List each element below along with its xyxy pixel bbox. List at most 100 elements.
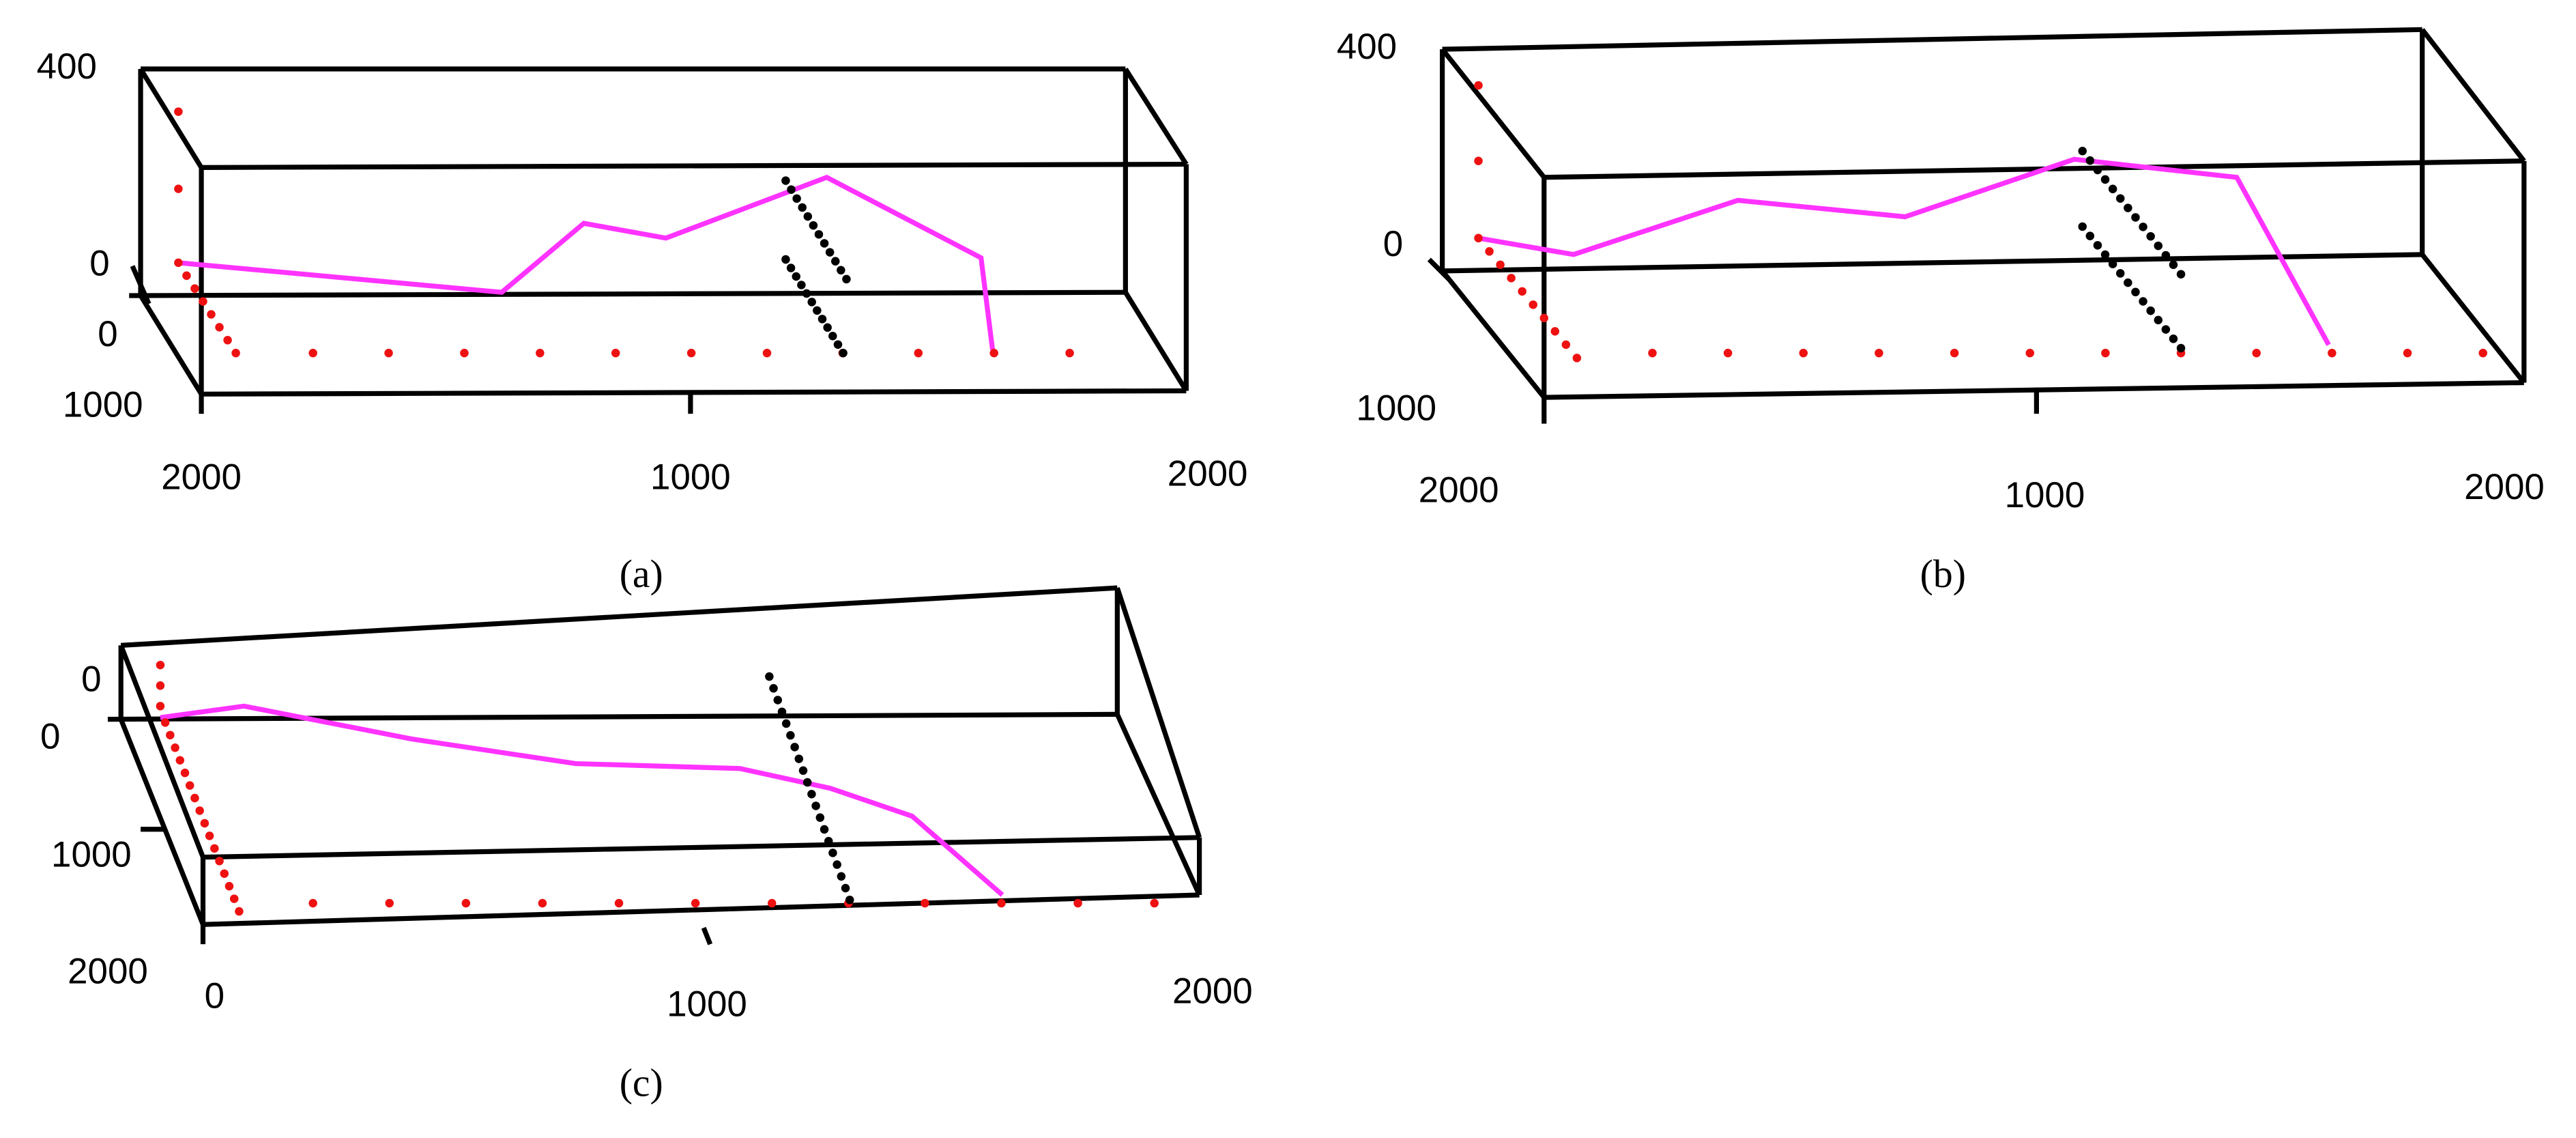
red-point (1539, 313, 1549, 323)
black-point (809, 221, 818, 230)
red-point (205, 831, 214, 840)
axis-line (1115, 713, 1202, 896)
red-point (308, 898, 317, 908)
red-point (1150, 898, 1159, 908)
black-point (765, 672, 774, 681)
red-point (691, 898, 700, 908)
red-point (175, 756, 185, 765)
black-point (2139, 297, 2147, 306)
black-point (814, 230, 824, 239)
black-point (2139, 223, 2147, 231)
black-point (811, 801, 820, 810)
black-point (792, 194, 801, 203)
tick-label: 0 (98, 314, 117, 354)
axis-line (701, 926, 713, 945)
red-point (384, 348, 393, 358)
red-point (460, 348, 469, 358)
black-point (2108, 184, 2117, 194)
red-point (611, 348, 620, 358)
axis-line (2420, 253, 2526, 384)
tick-label: 0 (81, 659, 101, 699)
red-point (220, 869, 229, 878)
black-point (787, 185, 796, 194)
red-point (156, 660, 165, 670)
red-point (1950, 348, 1959, 358)
black-point (786, 730, 795, 740)
red-point (1496, 260, 1505, 270)
black-point (2161, 325, 2171, 334)
black-point (845, 895, 854, 905)
black-point (2131, 287, 2140, 297)
axis-line (120, 585, 1118, 648)
red-point (921, 898, 929, 908)
red-point (461, 898, 471, 908)
red-point (2252, 348, 2261, 358)
axes-box (107, 585, 1202, 945)
red-point (1474, 156, 1483, 165)
black-point (798, 203, 807, 212)
tick-label: 1000 (667, 984, 747, 1025)
tick-label: 0 (1383, 224, 1403, 264)
red-point (914, 348, 923, 358)
black-point (2154, 241, 2163, 251)
red-point (1561, 340, 1571, 350)
black-point (2146, 231, 2155, 241)
red-point (199, 297, 207, 306)
axis-line (1440, 47, 1546, 180)
tick-label: 0 (40, 716, 60, 756)
red-point (174, 258, 183, 268)
red-point (614, 898, 624, 908)
black-point (2116, 194, 2125, 203)
red-point (235, 907, 244, 916)
black-point (2100, 250, 2110, 259)
red-point (989, 348, 998, 358)
red-point (997, 898, 1006, 908)
red-point (171, 743, 179, 752)
black-point (792, 272, 800, 281)
red-point (195, 806, 204, 815)
black-point (2169, 260, 2178, 270)
red-point (1875, 348, 1883, 358)
black-point (813, 306, 822, 315)
panel: 400 0 0 1000 2000 1000 2000 (a) (37, 46, 1248, 596)
black-point (2124, 203, 2132, 212)
red-point (1518, 287, 1526, 296)
axis-line (1440, 269, 1546, 399)
black-point (2093, 165, 2102, 175)
axis-line (107, 711, 1118, 722)
red-point (2025, 348, 2035, 358)
axis-line (1123, 291, 1189, 393)
red-point (156, 702, 165, 711)
trajectory (1477, 156, 2331, 346)
black-point (807, 298, 816, 307)
panel-caption: (b) (1920, 553, 1966, 596)
tick-label: 0 (89, 244, 109, 284)
red-point (174, 184, 183, 193)
red-point (2328, 348, 2336, 358)
tick-label: 2000 (1419, 470, 1499, 511)
black-point (833, 860, 841, 869)
panel-caption: (a) (620, 553, 663, 596)
black-point (769, 684, 778, 693)
tick-label: 2000 (2464, 467, 2545, 507)
red-point (1073, 898, 1082, 908)
axis-line (1427, 257, 1451, 281)
axis-line (203, 835, 1200, 860)
tick-label: 1000 (650, 457, 731, 497)
red-point (1529, 300, 1537, 309)
black-point (825, 248, 835, 257)
panel-caption: (c) (620, 1062, 663, 1105)
black-point (2093, 241, 2102, 250)
red-point (767, 898, 777, 908)
red-point (1485, 247, 1494, 256)
black-point (2085, 231, 2095, 240)
red-point (2403, 348, 2412, 358)
black-point (842, 274, 851, 284)
black-point (824, 836, 833, 846)
axes-box (1427, 27, 2527, 424)
red-point (1648, 348, 1657, 358)
red-point (207, 310, 216, 319)
red-point (182, 271, 191, 281)
